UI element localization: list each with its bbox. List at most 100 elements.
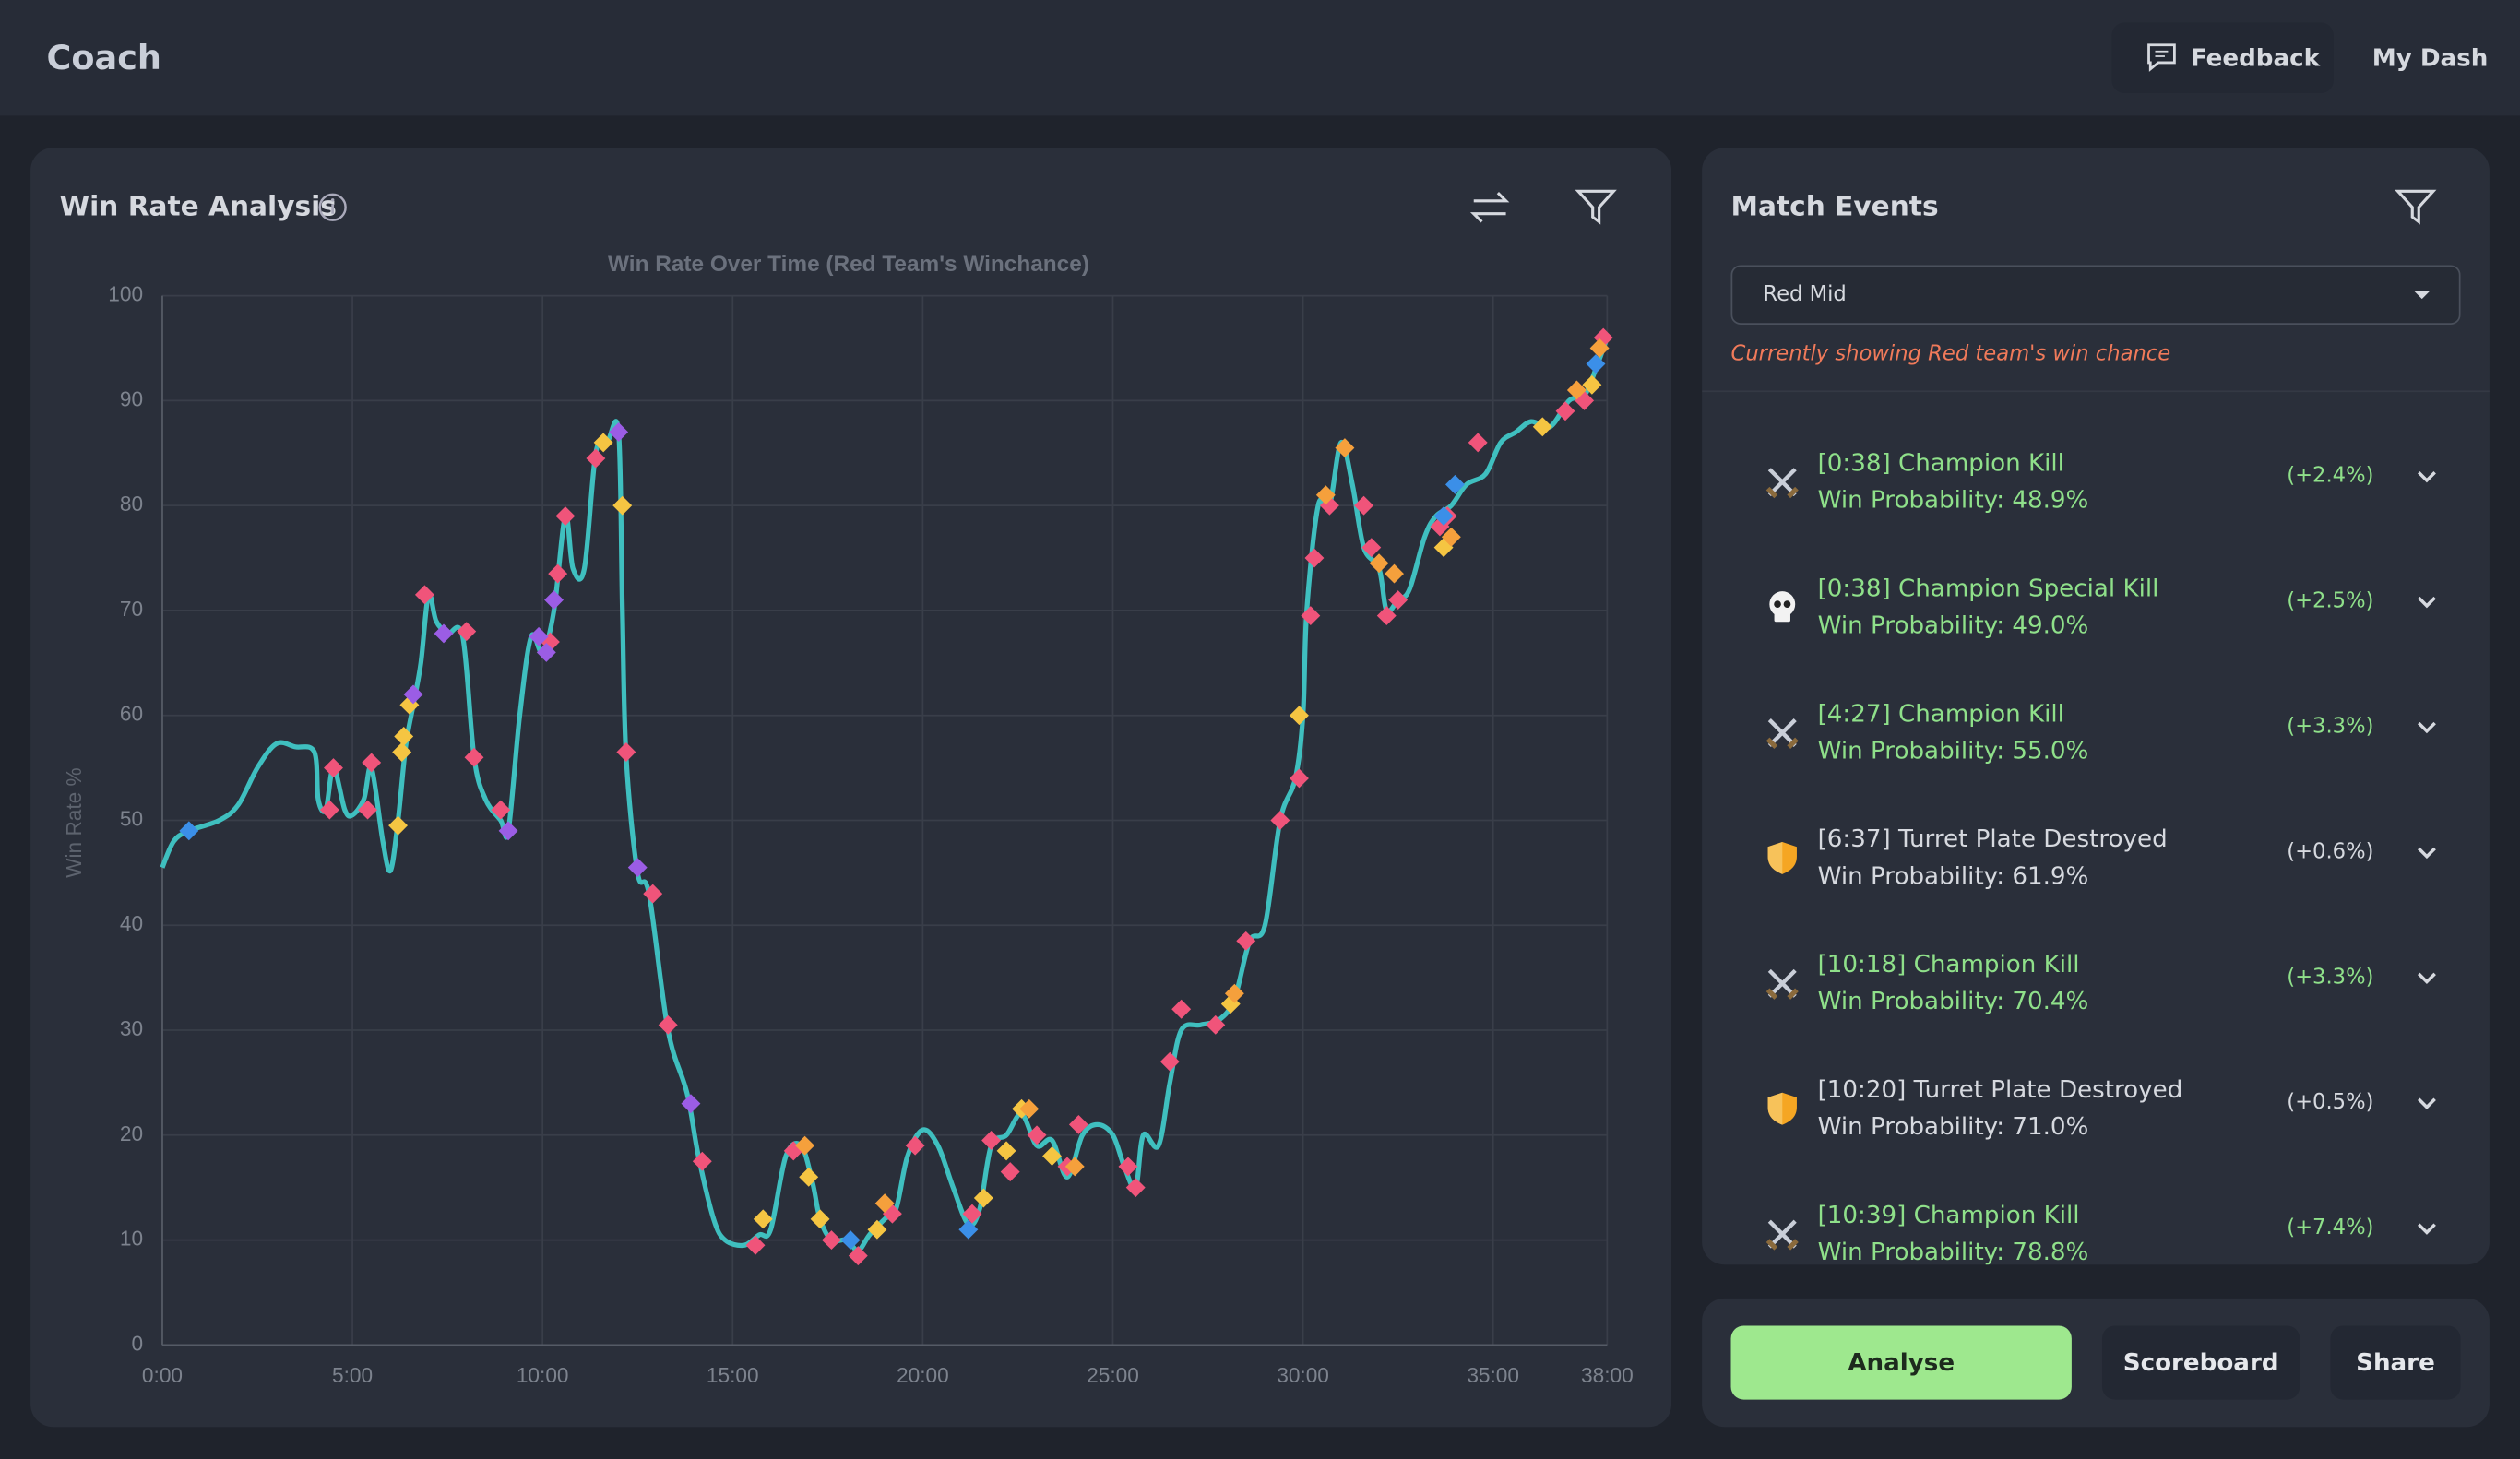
event-item[interactable]: [10:20] Turret Plate Destroyed Win Probab…	[1731, 1072, 2439, 1184]
expand-chevron[interactable]	[2416, 1096, 2438, 1111]
event-marker	[457, 622, 477, 642]
event-marker	[392, 742, 412, 762]
y-tick-label: 10	[120, 1227, 143, 1251]
event-marker	[962, 1204, 982, 1224]
event-icon	[1765, 1219, 1799, 1251]
event-marker	[1027, 1125, 1047, 1145]
event-marker	[464, 747, 484, 767]
event-item[interactable]: [0:38] Champion Kill Win Probability: 48.…	[1731, 445, 2439, 558]
event-icon	[1765, 468, 1799, 499]
event-marker	[1125, 1178, 1146, 1198]
event-marker	[1468, 433, 1488, 453]
events-title: Match Events	[1730, 191, 1939, 224]
event-marker	[394, 726, 414, 746]
swap-icon[interactable]	[1468, 186, 1513, 228]
event-title: [10:39] Champion Kill	[1817, 1200, 2080, 1229]
x-tick-label: 20:00	[897, 1363, 949, 1387]
feedback-label: Feedback	[2190, 43, 2321, 73]
actions-panel: Analyse Scoreboard Share	[1702, 1298, 2490, 1428]
event-marker	[627, 858, 648, 878]
expand-chevron[interactable]	[2416, 1221, 2438, 1237]
expand-chevron[interactable]	[2416, 595, 2438, 611]
x-tick-label: 15:00	[707, 1363, 759, 1387]
event-marker	[745, 1235, 766, 1255]
feedback-button[interactable]: Feedback	[2111, 22, 2334, 94]
event-probability: Win Probability: 78.8%	[1817, 1237, 2089, 1265]
win-rate-line	[160, 337, 1610, 1253]
event-probability: Win Probability: 70.4%	[1817, 986, 2089, 1016]
event-marker	[658, 1014, 678, 1035]
event-list: [0:38] Champion Kill Win Probability: 48.…	[1702, 445, 2490, 1264]
event-marker	[799, 1167, 819, 1187]
dropdown-arrow	[2414, 291, 2431, 300]
analyse-button[interactable]: Analyse	[1730, 1325, 2072, 1400]
event-marker	[179, 821, 199, 841]
events-filter-icon[interactable]	[2393, 186, 2438, 228]
expand-chevron[interactable]	[2416, 469, 2438, 485]
y-tick-label: 30	[120, 1016, 143, 1040]
event-marker	[848, 1246, 868, 1266]
expand-chevron[interactable]	[2416, 720, 2438, 736]
event-marker	[358, 800, 378, 820]
expand-chevron[interactable]	[2416, 970, 2438, 986]
event-title: [4:27] Champion Kill	[1817, 698, 2064, 729]
event-text: [6:37] Turret Plate Destroyed Win Probabi…	[1818, 821, 2168, 895]
event-marker	[643, 884, 663, 904]
event-marker	[414, 585, 434, 605]
event-delta: (+0.5%)	[2287, 1091, 2374, 1116]
expand-chevron[interactable]	[2416, 845, 2438, 860]
x-tick-label: 25:00	[1087, 1363, 1139, 1387]
event-item[interactable]: [10:18] Champion Kill Win Probability: 70…	[1731, 946, 2439, 1059]
event-icon	[1769, 591, 1796, 623]
event-marker	[324, 758, 343, 778]
event-text: [10:18] Champion Kill Win Probability: 70…	[1818, 946, 2089, 1020]
event-icon	[1767, 841, 1797, 874]
my-dash-link[interactable]: My Dash	[2371, 43, 2489, 73]
event-marker	[1118, 1157, 1138, 1177]
share-button[interactable]: Share	[2330, 1325, 2461, 1400]
event-delta: (+0.6%)	[2287, 840, 2374, 865]
team-select[interactable]: Red Mid	[1730, 265, 2461, 325]
event-marker	[867, 1219, 887, 1240]
event-item[interactable]: [6:37] Turret Plate Destroyed Win Probabi…	[1731, 821, 2439, 933]
event-marker	[1270, 811, 1290, 830]
y-tick-label: 0	[131, 1331, 143, 1355]
event-marker	[491, 800, 511, 820]
event-item[interactable]: [10:39] Champion Kill Win Probability: 78…	[1731, 1197, 2439, 1264]
header: Coach Feedback My Dash	[0, 0, 2520, 116]
event-marker	[586, 448, 606, 469]
feedback-icon	[2147, 43, 2176, 72]
event-marker	[593, 433, 613, 453]
event-marker	[1206, 1014, 1226, 1035]
event-icon	[1765, 718, 1799, 750]
event-text: [10:39] Champion Kill Win Probability: 78…	[1817, 1197, 2089, 1265]
chart-title: Win Rate Over Time (Red Team's Winchance…	[608, 252, 1089, 277]
y-tick-label: 60	[120, 702, 143, 726]
event-marker	[319, 800, 339, 820]
scoreboard-button[interactable]: Scoreboard	[2101, 1325, 2300, 1400]
events-panel: Match Events Red Mid Currently showing R…	[1702, 148, 2490, 1265]
event-marker	[1385, 563, 1404, 584]
event-item[interactable]: [0:38] Champion Special Kill Win Probabil…	[1731, 571, 2439, 683]
event-marker	[810, 1209, 830, 1229]
win-rate-panel: Win Rate Analysis Win Rate Over Time (Re…	[30, 148, 1672, 1428]
event-item[interactable]: [4:27] Champion Kill Win Probability: 55.…	[1731, 695, 2439, 808]
event-title: [10:18] Champion Kill	[1817, 949, 2080, 979]
chart: Win Rate Over Time (Red Team's Winchance…	[62, 252, 1634, 1387]
team-note: Currently showing Red team's win chance	[1730, 342, 2171, 367]
event-marker	[973, 1188, 993, 1208]
event-text: [10:20] Turret Plate Destroyed Win Probab…	[1818, 1072, 2183, 1145]
event-delta: (+3.3%)	[2287, 966, 2374, 990]
event-icon	[1765, 968, 1799, 1000]
filter-icon[interactable]	[1574, 186, 1619, 228]
event-marker	[1335, 438, 1355, 458]
event-marker	[905, 1135, 925, 1156]
info-icon[interactable]	[316, 191, 349, 223]
event-marker	[555, 506, 576, 526]
team-select-value: Red Mid	[1763, 282, 1847, 307]
x-tick-label: 30:00	[1277, 1363, 1329, 1387]
y-tick-label: 70	[120, 597, 143, 621]
app-title: Coach	[46, 38, 161, 77]
event-marker	[1532, 417, 1552, 437]
event-delta: (+3.3%)	[2287, 715, 2374, 740]
